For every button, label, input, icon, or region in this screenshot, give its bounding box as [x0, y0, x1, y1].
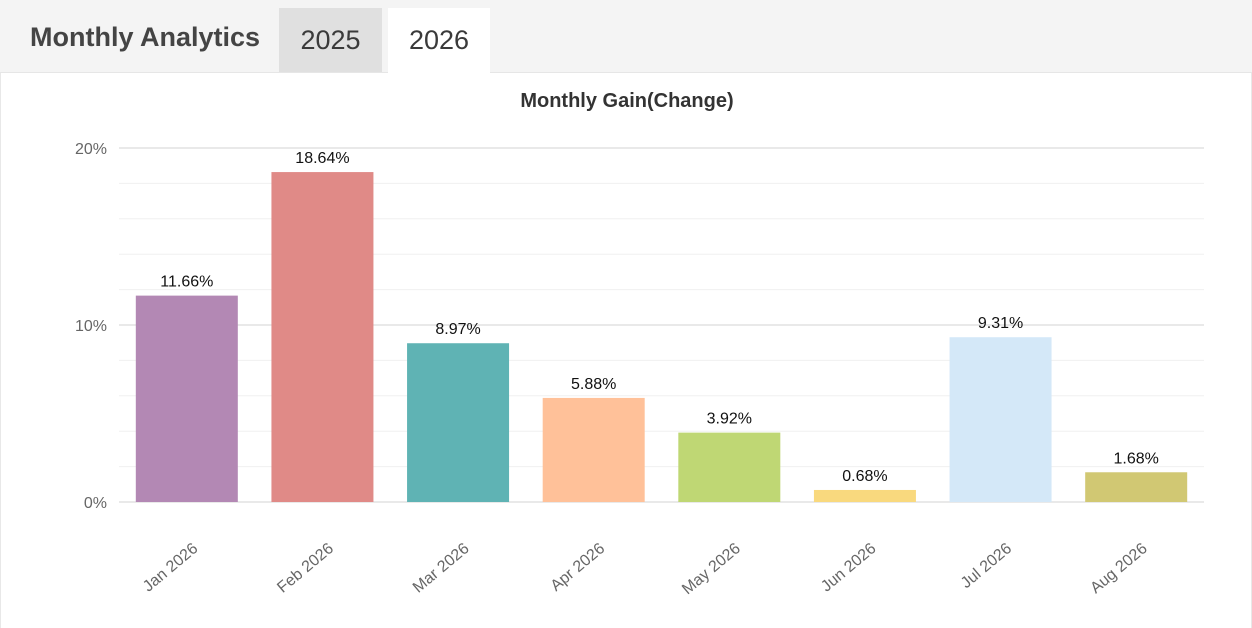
y-tick-label: 10%	[75, 318, 107, 335]
bar-apr-2026[interactable]	[542, 397, 645, 502]
y-axis: 0% 10% 20%	[75, 141, 107, 512]
x-tick-label: Jul 2026	[958, 540, 1015, 592]
bar-jan-2026[interactable]	[135, 295, 238, 502]
bars	[135, 172, 1188, 502]
x-tick-label: Jun 2026	[818, 540, 879, 595]
bar-chart: Monthly Gain(Change) 0% 10% 20% 11.66% 18.6…	[75, 90, 1204, 598]
data-label: 9.31%	[978, 315, 1023, 332]
x-tick-label: Jan 2026	[140, 540, 201, 595]
y-tick-label: 20%	[75, 141, 107, 158]
y-tick-label: 0%	[84, 495, 107, 512]
tab-2026[interactable]: 2026	[388, 8, 490, 73]
x-tick-label: Feb 2026	[274, 540, 337, 597]
data-label: 0.68%	[842, 468, 887, 485]
data-label: 1.68%	[1114, 450, 1159, 467]
page-title: Monthly Analytics	[30, 22, 261, 52]
chart-title: Monthly Gain(Change)	[520, 90, 733, 112]
tab-2025[interactable]: 2025	[279, 8, 382, 72]
header-bar: Monthly Analytics 2025 2026	[0, 0, 1252, 73]
x-axis: Jan 2026 Feb 2026 Mar 2026 Apr 2026 May 2026…	[140, 540, 1151, 598]
bar-jun-2026[interactable]	[813, 489, 916, 502]
bar-feb-2026[interactable]	[271, 172, 374, 502]
chart-area: Monthly Gain(Change) 0% 10% 20% 11.66% 18.6…	[0, 73, 1252, 628]
data-label: 8.97%	[435, 321, 480, 338]
data-label: 3.92%	[707, 411, 752, 428]
x-tick-label: Aug 2026	[1087, 540, 1150, 597]
data-label: 5.88%	[571, 376, 616, 393]
x-tick-label: Mar 2026	[410, 540, 473, 597]
data-label: 18.64%	[295, 150, 349, 167]
bar-jul-2026[interactable]	[949, 337, 1052, 502]
data-label: 11.66%	[160, 274, 213, 291]
x-tick-label: May 2026	[679, 540, 744, 598]
bar-aug-2026[interactable]	[1085, 472, 1188, 502]
data-labels: 11.66% 18.64% 8.97% 5.88% 3.92% 0.68% 9.31% 1.6…	[160, 150, 1159, 485]
bar-mar-2026[interactable]	[407, 343, 510, 502]
x-tick-label: Apr 2026	[548, 540, 609, 595]
bar-may-2026[interactable]	[678, 432, 781, 502]
